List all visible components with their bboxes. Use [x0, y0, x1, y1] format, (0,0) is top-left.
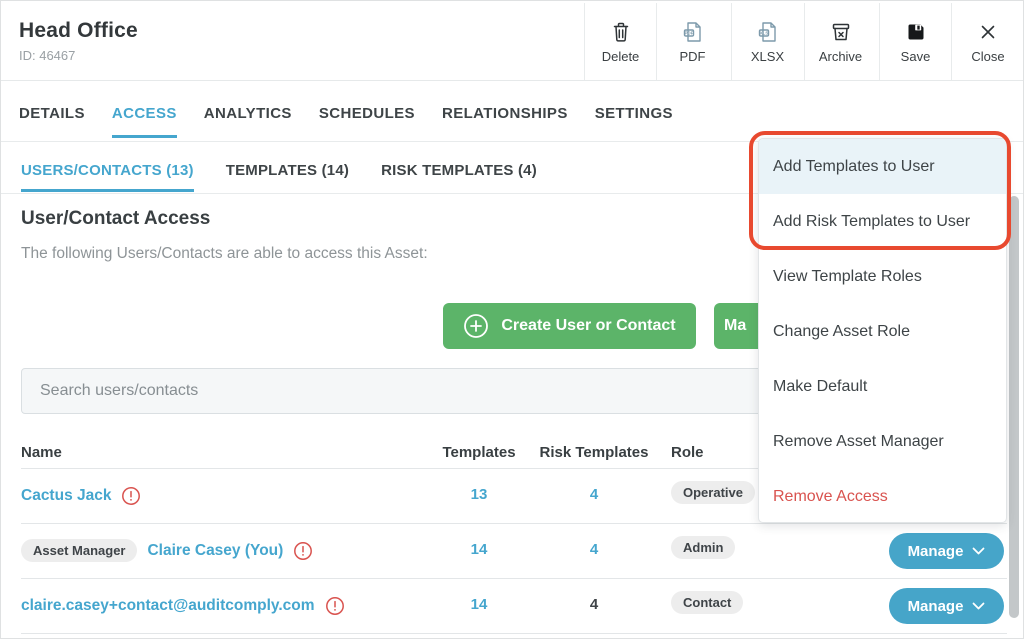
table-row: claire.casey+contact@auditcomply.com 14 …: [1, 578, 1023, 633]
file-xlsx-icon: XLS: [758, 21, 776, 42]
save-button[interactable]: Save: [879, 3, 951, 80]
create-button-label: Create User or Contact: [501, 317, 676, 334]
tab-relationships[interactable]: RELATIONSHIPS: [441, 105, 568, 122]
export-pdf-button[interactable]: PDF PDF: [656, 3, 728, 80]
tab-details[interactable]: DETAILS: [19, 105, 85, 122]
templates-count-link[interactable]: 14: [470, 596, 488, 613]
section-subtitle: The following Users/Contacts are able to…: [21, 245, 428, 262]
plus-circle-icon: [464, 314, 489, 338]
row-divider: [21, 523, 1007, 524]
alert-icon: [294, 541, 313, 560]
user-link[interactable]: Claire Casey (You): [147, 541, 284, 559]
manage-dropdown-button[interactable]: Manage: [889, 533, 1004, 569]
delete-button[interactable]: Delete: [584, 3, 656, 80]
menu-item-view-template-roles[interactable]: View Template Roles: [773, 267, 922, 285]
menu-item-add-templates-to-user[interactable]: Add Templates to User: [759, 139, 1006, 194]
menu-item-remove-asset-manager[interactable]: Remove Asset Manager: [773, 432, 944, 450]
tab-schedules[interactable]: SCHEDULES: [318, 105, 415, 122]
archive-label: Archive: [818, 48, 863, 64]
save-label: Save: [900, 48, 931, 64]
save-icon: [908, 24, 923, 39]
risk-templates-count-link[interactable]: 4: [589, 486, 599, 503]
archive-icon: [832, 23, 849, 40]
page-title: Head Office: [19, 19, 138, 42]
asset-id: ID: 46467: [19, 48, 76, 63]
manage-label: Manage: [907, 542, 964, 560]
export-xlsx-button[interactable]: XLS XLSX: [731, 3, 803, 80]
close-label: Close: [971, 48, 1005, 64]
create-user-or-contact-button[interactable]: Create User or Contact: [443, 303, 696, 349]
contact-link[interactable]: claire.casey+contact@auditcomply.com: [21, 596, 315, 614]
manage-button-partial-label: Ma: [724, 317, 747, 334]
row-divider: [21, 468, 1007, 469]
row-divider: [21, 633, 1007, 634]
role-badge: Contact: [671, 591, 744, 614]
column-header-risk-templates: Risk Templates: [539, 444, 649, 461]
vertical-scrollbar-thumb[interactable]: [1009, 196, 1019, 618]
risk-templates-count-link[interactable]: 4: [589, 541, 599, 558]
column-header-name: Name: [21, 444, 62, 461]
trash-icon: [613, 22, 628, 42]
row-divider: [21, 578, 1007, 579]
table-row: Asset Manager Claire Casey (You) 14 4 Ad…: [1, 523, 1023, 578]
tab-access[interactable]: ACCESS: [111, 85, 177, 138]
menu-item-add-risk-templates-to-user[interactable]: Add Risk Templates to User: [773, 212, 971, 230]
manage-dropdown-menu: Add Templates to User Add Risk Templates…: [758, 138, 1007, 523]
close-button[interactable]: Close: [951, 3, 1023, 80]
table-row: Cactus Jack 13 4 Operative: [1, 468, 1023, 523]
pdf-label: PDF: [679, 48, 706, 64]
role-badge: Admin: [671, 536, 736, 559]
tab-settings[interactable]: SETTINGS: [594, 105, 673, 122]
manage-dropdown-button[interactable]: Manage: [889, 588, 1004, 624]
column-header-role: Role: [671, 444, 704, 461]
file-pdf-icon: PDF: [683, 21, 701, 42]
section-title: User/Contact Access: [21, 208, 211, 229]
user-link[interactable]: Cactus Jack: [21, 486, 112, 504]
subtab-divider: [1, 193, 1023, 194]
alert-icon: [122, 486, 141, 505]
chevron-down-icon: [973, 602, 985, 609]
asset-manager-badge: Asset Manager: [21, 539, 138, 562]
header: Head Office ID: 46467 Delete PDF PDF XLS: [1, 1, 1023, 81]
tabbar-divider: [1, 141, 1023, 142]
tab-analytics[interactable]: ANALYTICS: [203, 105, 292, 122]
manage-label: Manage: [907, 597, 964, 615]
svg-text:XLS: XLS: [759, 30, 768, 35]
subtab-users-contacts[interactable]: USERS/CONTACTS (13): [21, 145, 194, 192]
risk-templates-count: 4: [589, 596, 599, 613]
column-header-templates: Templates: [442, 444, 516, 461]
subtab-templates[interactable]: TEMPLATES (14): [225, 161, 350, 179]
menu-item-change-asset-role[interactable]: Change Asset Role: [773, 322, 910, 340]
xlsx-label: XLSX: [750, 48, 785, 64]
menu-item-make-default[interactable]: Make Default: [773, 377, 868, 395]
delete-label: Delete: [601, 48, 640, 64]
subtab-risk-templates[interactable]: RISK TEMPLATES (4): [381, 161, 537, 179]
main-tabs: DETAILS ACCESS ANALYTICS SCHEDULES RELAT…: [19, 81, 673, 142]
close-icon: [981, 25, 995, 38]
svg-text:PDF: PDF: [684, 30, 693, 35]
templates-count-link[interactable]: 14: [470, 541, 488, 558]
alert-icon: [325, 596, 344, 615]
chevron-down-icon: [973, 547, 985, 554]
archive-button[interactable]: Archive: [804, 3, 876, 80]
sub-tabs: USERS/CONTACTS (13) TEMPLATES (14) RISK …: [21, 142, 537, 194]
menu-item-remove-access[interactable]: Remove Access: [773, 487, 888, 505]
role-badge: Operative: [671, 481, 755, 504]
templates-count-link[interactable]: 13: [470, 486, 488, 503]
